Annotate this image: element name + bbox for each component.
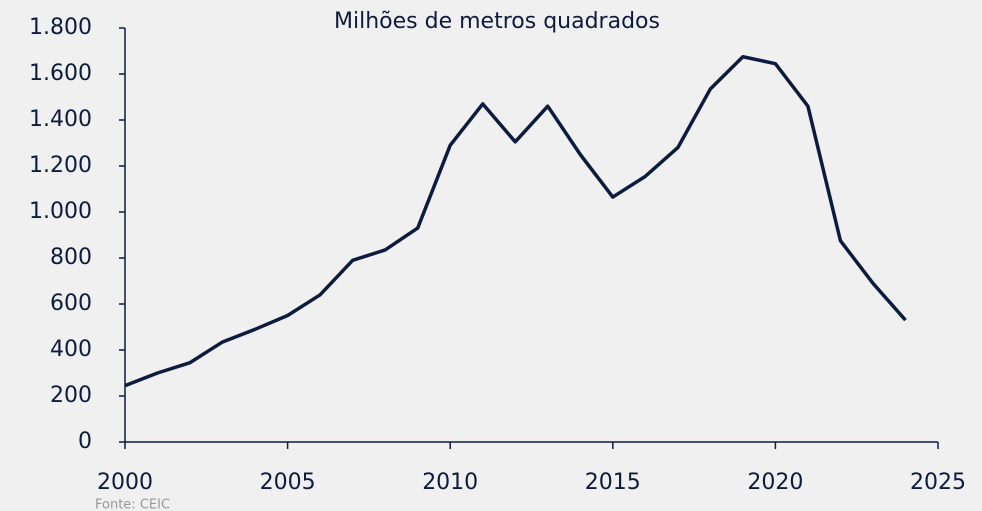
x-tick-label: 2020 <box>747 470 803 495</box>
x-tick-label: 2000 <box>97 470 153 495</box>
data-line <box>124 55 907 388</box>
y-tick-label: 1.400 <box>29 107 92 132</box>
x-tick-label: 2010 <box>422 470 478 495</box>
x-tick-label: 2025 <box>910 470 966 495</box>
y-tick-label: 1.000 <box>29 199 92 224</box>
y-tick-label: 800 <box>50 245 92 270</box>
y-tick-label: 200 <box>50 383 92 408</box>
chart-title: Milhões de metros quadrados <box>334 9 660 34</box>
y-tick-label: 400 <box>50 337 92 362</box>
y-tick-label: 600 <box>50 291 92 316</box>
y-tick-label: 0 <box>78 429 92 454</box>
y-tick-label: 1.600 <box>29 61 92 86</box>
x-tick-label: 2015 <box>585 470 641 495</box>
y-tick-label: 1.200 <box>29 153 92 178</box>
x-tick-label: 2005 <box>260 470 316 495</box>
source-note: Fonte: CEIC <box>95 498 170 511</box>
y-tick-label: 1.800 <box>29 15 92 40</box>
